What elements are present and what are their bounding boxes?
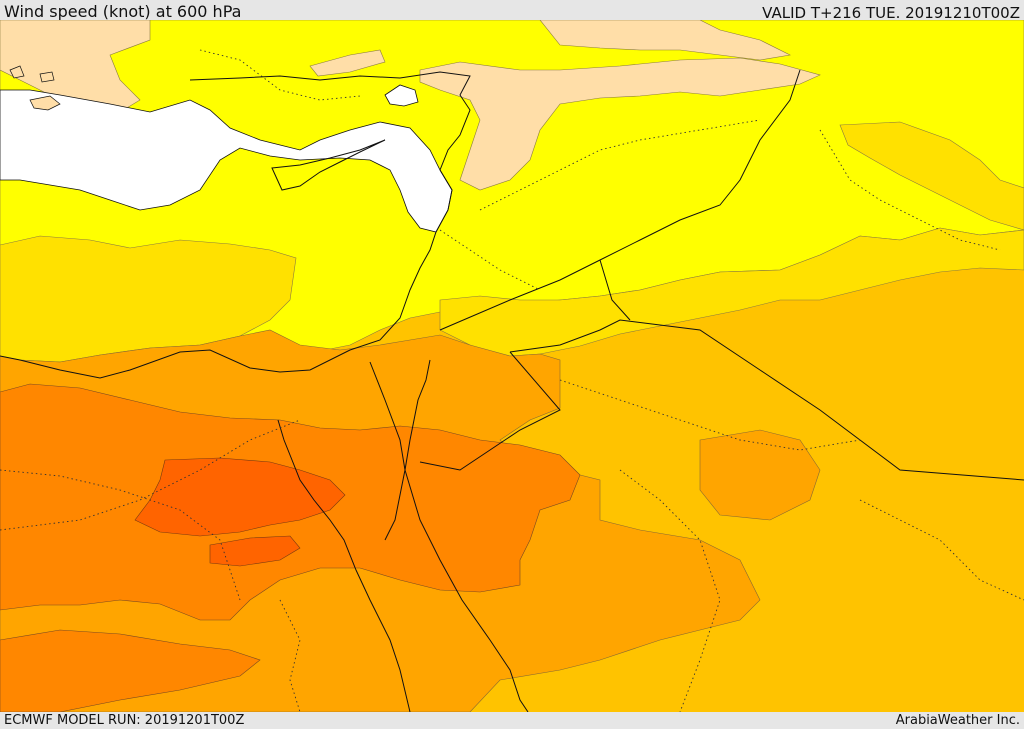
admin-line-7	[199, 49, 361, 101]
coast-turkey	[189, 71, 471, 171]
band-peach-anatolia	[419, 57, 821, 191]
map-title: Wind speed (knot) at 600 hPa	[4, 2, 242, 21]
island-crete	[29, 95, 61, 111]
band-dark-orange-sw	[0, 629, 261, 712]
border-jordan	[419, 351, 561, 471]
coast-red-sea-east	[404, 469, 529, 712]
sea-mediterranean	[0, 89, 453, 233]
band-peach-east	[539, 20, 791, 61]
band-gold-ne	[839, 121, 1024, 231]
footer-bar: ECMWF MODEL RUN: 20191201T00Z ArabiaWeat…	[0, 712, 1024, 729]
admin-line-9	[439, 229, 541, 291]
border-sinai	[369, 361, 406, 541]
band-peach-patch	[309, 49, 386, 77]
wind-speed-map	[0, 20, 1024, 712]
band-red-orange	[134, 457, 346, 537]
valid-time: VALID T+216 TUE. 20191210T00Z	[762, 4, 1020, 22]
credit-label: ArabiaWeather Inc.	[895, 713, 1020, 728]
header-bar: Wind speed (knot) at 600 hPa VALID T+216…	[0, 0, 1024, 22]
coast-gulf-suez	[277, 419, 411, 712]
coast-levant	[0, 169, 453, 379]
sea-aegean-coast	[384, 84, 419, 107]
admin-line-3	[559, 379, 861, 451]
border-iraq	[439, 69, 801, 331]
island-2	[39, 71, 55, 83]
admin-line-4	[619, 469, 721, 712]
model-run-label: ECMWF MODEL RUN: 20191201T00Z	[4, 713, 245, 728]
border-saudi-jordan	[509, 319, 1024, 481]
admin-line-2	[0, 469, 241, 601]
coast-cyprus	[271, 139, 386, 191]
border-syria-iraq	[599, 259, 631, 321]
band-red-orange-south	[209, 535, 301, 567]
band-orange-east	[699, 429, 821, 521]
admin-line-5	[859, 499, 1024, 601]
coast-gulf-aqaba	[404, 359, 431, 471]
band-gold-east	[439, 227, 1024, 357]
island-1	[9, 65, 25, 79]
